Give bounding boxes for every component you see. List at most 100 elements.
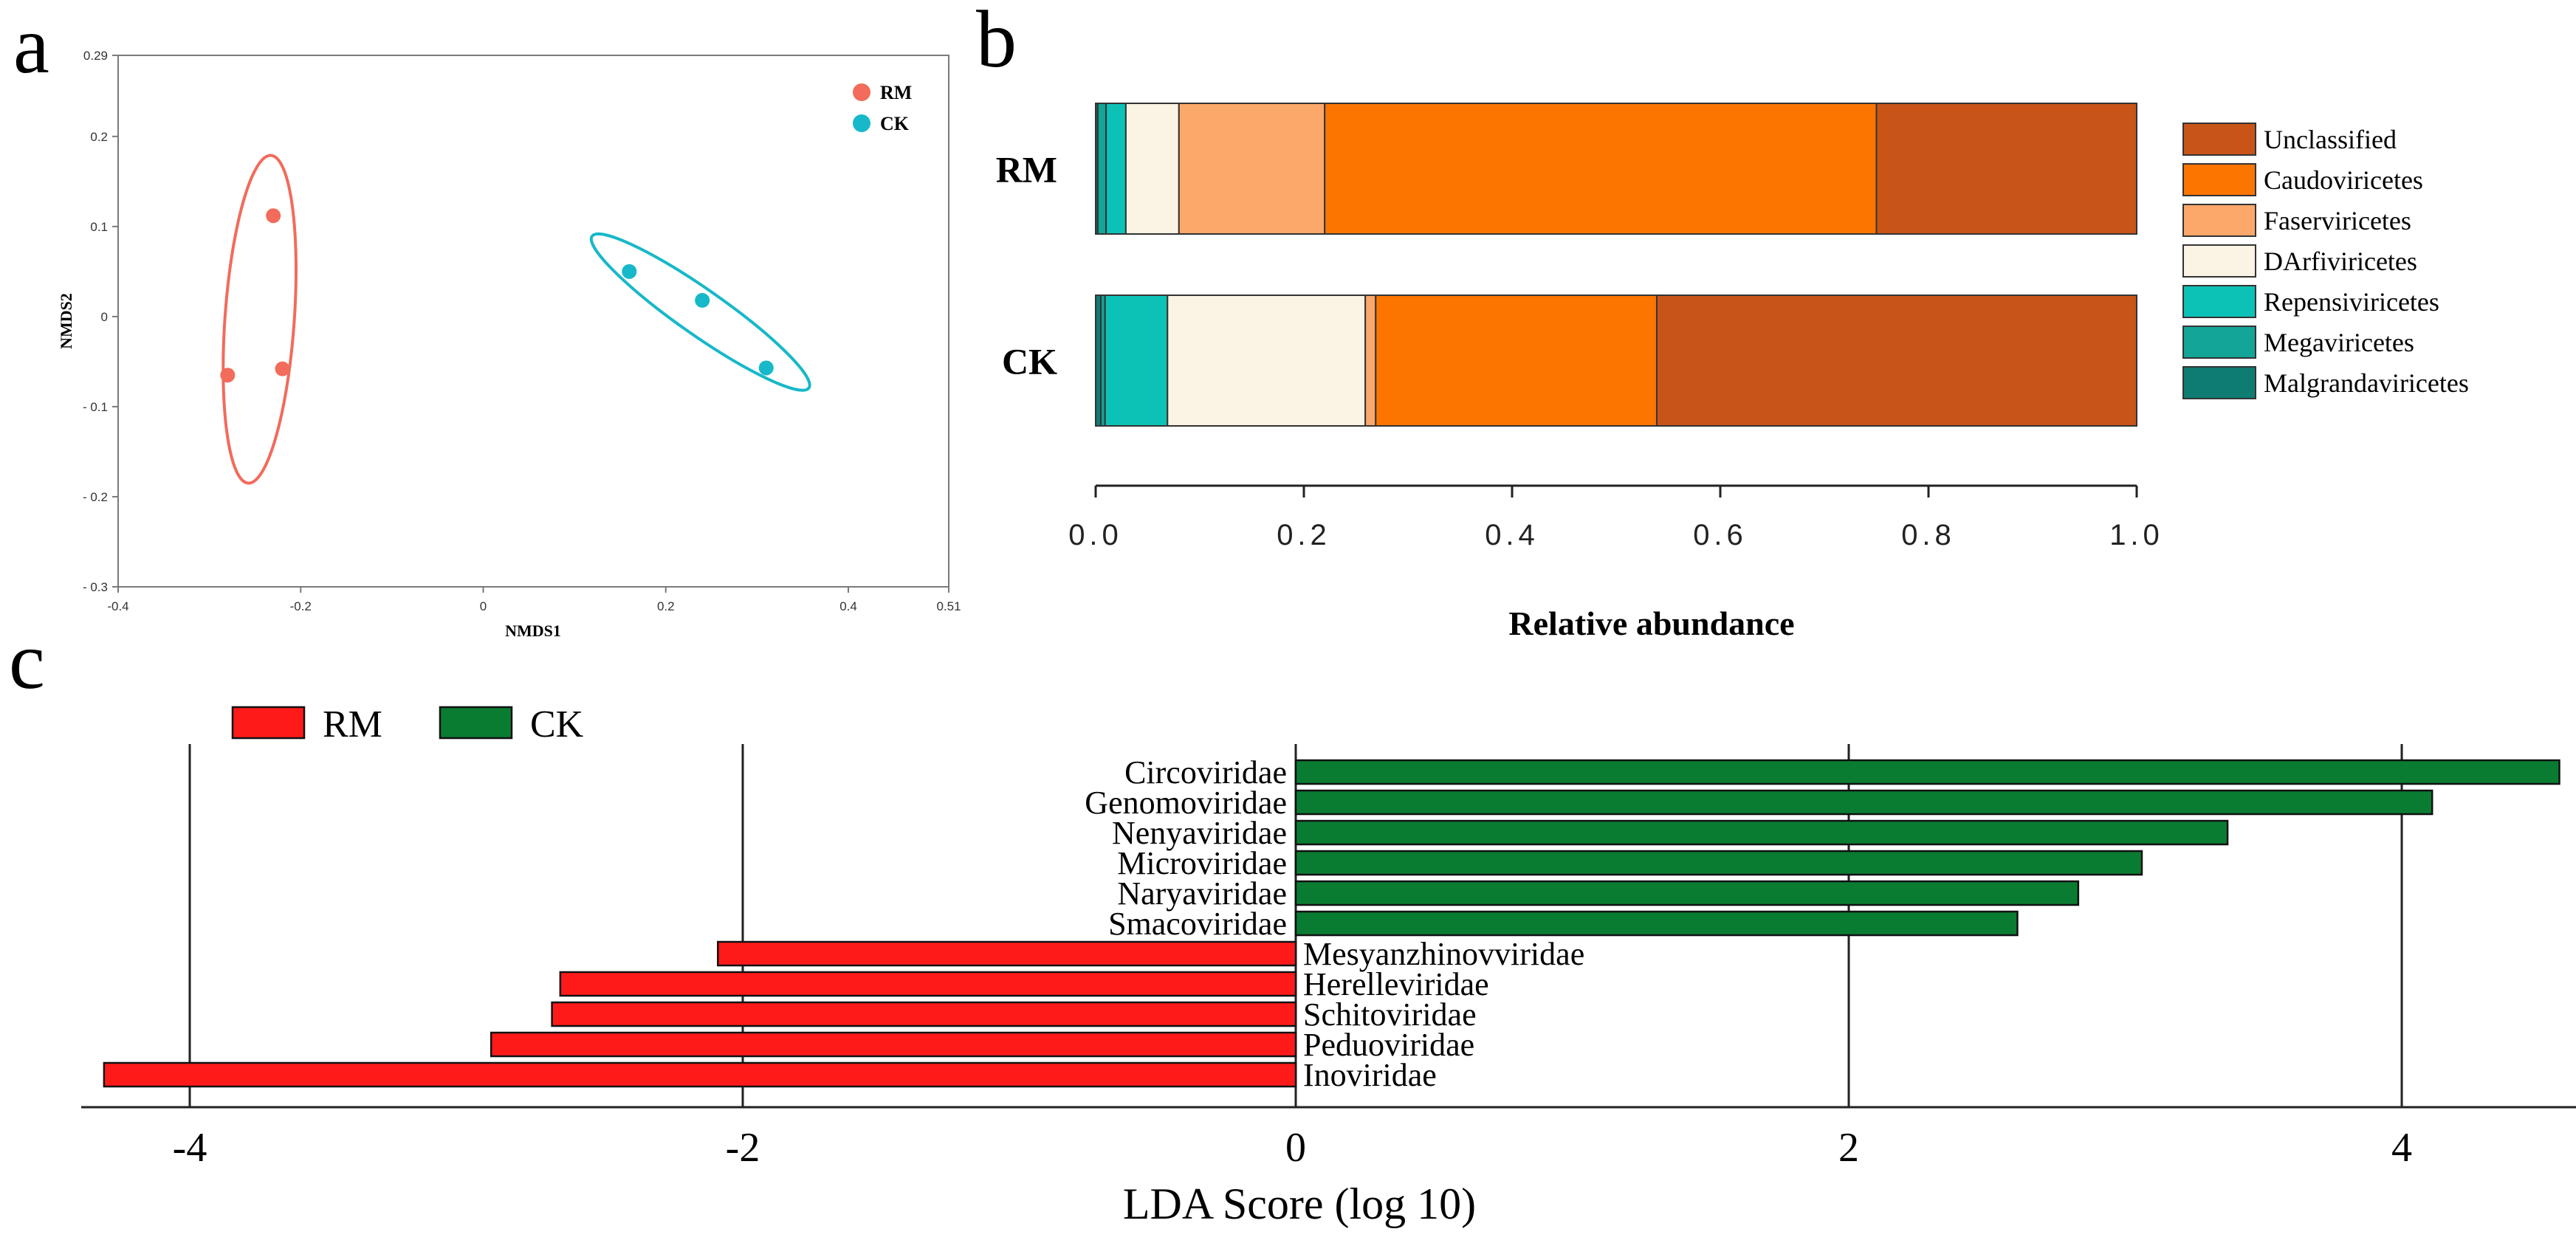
nmds-ytick-label: 0.2 — [90, 130, 108, 144]
nmds-ellipse-ck — [589, 232, 811, 392]
nmds-ytick-label: 0 — [101, 310, 108, 324]
composition-bar-ck-darfiviricetes — [1167, 295, 1367, 427]
composition-bar-rm-unclassified — [1875, 103, 2137, 235]
nmds-ytick-label: - 0.2 — [83, 490, 108, 504]
composition-legend-label: Caudoviricetes — [2264, 165, 2423, 195]
lda-legend-swatch-ck — [439, 706, 513, 740]
composition-xtick-label: 1.0 — [2109, 519, 2164, 551]
composition-bar-ck-caudoviricetes — [1375, 295, 1658, 427]
nmds-legend-label-ck: CK — [880, 113, 910, 134]
lda-xtick-label: 2 — [1838, 1125, 1859, 1171]
lda-bar-label: Smacoviridae — [1108, 906, 1287, 942]
nmds-point-rm — [275, 361, 290, 376]
lda-chart: CircoviridaeGenomoviridaeNenyaviridaeMic… — [81, 703, 2576, 1228]
lda-bar-label: Genomoviridae — [1085, 785, 1287, 821]
composition-legend-swatch-faserviricetes — [2182, 204, 2256, 237]
nmds-ellipse-rm — [221, 154, 298, 485]
composition-bar-ck-faserviricetes — [1364, 295, 1377, 427]
nmds-legend-marker-ck — [853, 114, 870, 132]
nmds-xtick-label: 0 — [480, 599, 487, 613]
nmds-xtick-label: -0.4 — [107, 599, 128, 613]
composition-legend-label: DArfiviricetes — [2264, 247, 2417, 276]
nmds-xtick-label: 0.2 — [657, 599, 675, 613]
composition-legend-label: Faserviricetes — [2264, 206, 2411, 235]
composition-category-label: CK — [1002, 341, 1057, 382]
lda-bar-naryaviridae — [1294, 880, 2080, 906]
composition-legend-label: Repensiviricetes — [2264, 287, 2439, 317]
composition-category-label: RM — [996, 149, 1057, 190]
lda-bar-peduoviridae — [490, 1031, 1297, 1058]
nmds-ytick-label: - 0.3 — [83, 580, 108, 594]
lda-xtick-label: -2 — [726, 1125, 760, 1171]
lda-xtick-label: 0 — [1285, 1125, 1306, 1171]
composition-chart: RM CK 0.0 0.2 0.4 0.6 0.8 1.0 Relative abundan… — [996, 103, 2469, 642]
composition-legend-label: Megaviricetes — [2264, 328, 2414, 357]
nmds-plot-frame — [117, 55, 949, 588]
lda-bar-genomoviridae — [1294, 789, 2434, 816]
composition-xtick-label: 0.0 — [1068, 519, 1123, 551]
nmds-ytick-label: - 0.1 — [83, 400, 108, 414]
nmds-xtick-label: 0.4 — [839, 599, 857, 613]
lda-bar-schitoviridae — [551, 1001, 1297, 1027]
nmds-point-ck — [758, 360, 774, 376]
nmds-plot: -0.4 -0.2 0 0.2 0.4 0.51 0.29 0.2 0.1 0 - 0.1 - 0.2… — [57, 49, 961, 640]
lda-xlabel: LDA Score (log 10) — [1123, 1180, 1476, 1228]
lda-bar-smacoviridae — [1294, 910, 2019, 937]
lda-bar-label: Peduoviridae — [1303, 1027, 1474, 1063]
lda-bar-label: Nenyaviridae — [1112, 815, 1287, 851]
composition-bar-rm-megaviricetes — [1096, 103, 1107, 235]
composition-xtick-label: 0.4 — [1485, 519, 1539, 551]
composition-legend-swatch-unclassified — [2182, 123, 2256, 156]
lda-xtick-label: 4 — [2391, 1125, 2412, 1171]
composition-legend-swatch-malgrandaviricetes — [2182, 366, 2256, 399]
composition-bar-rm-repensiviricetes — [1105, 103, 1127, 235]
nmds-ytick-label: 0.1 — [90, 220, 108, 234]
composition-legend-label: Unclassified — [2264, 125, 2397, 154]
lda-bar-nenyaviridae — [1294, 819, 2229, 846]
nmds-point-rm — [220, 368, 236, 383]
nmds-legend-label-rm: RM — [880, 82, 912, 103]
lda-bar-label: Microviridae — [1117, 845, 1287, 881]
composition-legend-swatch-darfiviricetes — [2182, 244, 2256, 278]
lda-bar-inoviridae — [103, 1061, 1297, 1088]
nmds-point-ck — [695, 292, 710, 308]
composition-bar-rm-faserviricetes — [1178, 103, 1326, 235]
composition-bar-ck-unclassified — [1655, 295, 2137, 427]
panel-label-a: a — [13, 0, 49, 90]
lda-legend-swatch-rm — [231, 706, 306, 740]
lda-bar-circoviridae — [1294, 759, 2560, 785]
nmds-legend-marker-rm — [853, 83, 870, 101]
lda-bar-label: Inoviridae — [1303, 1057, 1437, 1093]
composition-bar-ck-malgrandaviricetes — [1095, 295, 1102, 427]
lda-bar-label: Mesyanzhinovviridae — [1303, 936, 1584, 972]
panel-label-c: c — [9, 616, 45, 706]
composition-bar-rm-caudoviricetes — [1324, 103, 1878, 235]
lda-bar-label: Circoviridae — [1124, 754, 1287, 791]
lda-bar-label: Schitoviridae — [1303, 996, 1477, 1033]
lda-bar-label: Herelleviridae — [1303, 966, 1489, 1002]
nmds-point-ck — [622, 264, 637, 279]
composition-xlabel: Relative abundance — [1508, 605, 1794, 642]
nmds-ytick-label: 0.29 — [83, 49, 108, 63]
lda-bar-herelleviridae — [559, 971, 1297, 997]
lda-bar-microviridae — [1294, 850, 2143, 876]
composition-legend-swatch-caudoviricetes — [2182, 163, 2256, 196]
lda-legend-label-rm: RM — [323, 703, 382, 746]
composition-bar-ck-repensiviricetes — [1104, 295, 1169, 427]
nmds-xlabel: NMDS1 — [505, 622, 561, 640]
composition-bar-rm-darfiviricetes — [1124, 103, 1180, 235]
composition-xtick-label: 0.6 — [1693, 519, 1748, 551]
composition-xtick-label: 0.2 — [1277, 519, 1331, 551]
panel-label-b: b — [976, 0, 1017, 84]
nmds-point-rm — [266, 208, 281, 224]
nmds-ylabel: NMDS2 — [57, 293, 75, 349]
lda-xtick-label: -4 — [173, 1125, 207, 1171]
composition-legend-swatch-repensiviricetes — [2182, 285, 2256, 318]
composition-xtick-label: 0.8 — [1901, 519, 1956, 551]
nmds-xtick-label: 0.51 — [936, 599, 961, 613]
nmds-xtick-label: -0.2 — [290, 599, 312, 613]
composition-legend-label: Malgrandaviricetes — [2264, 368, 2469, 398]
lda-legend-label-ck: CK — [530, 703, 584, 746]
composition-legend-swatch-megaviricetes — [2182, 326, 2256, 359]
lda-bar-label: Naryaviridae — [1117, 875, 1287, 912]
